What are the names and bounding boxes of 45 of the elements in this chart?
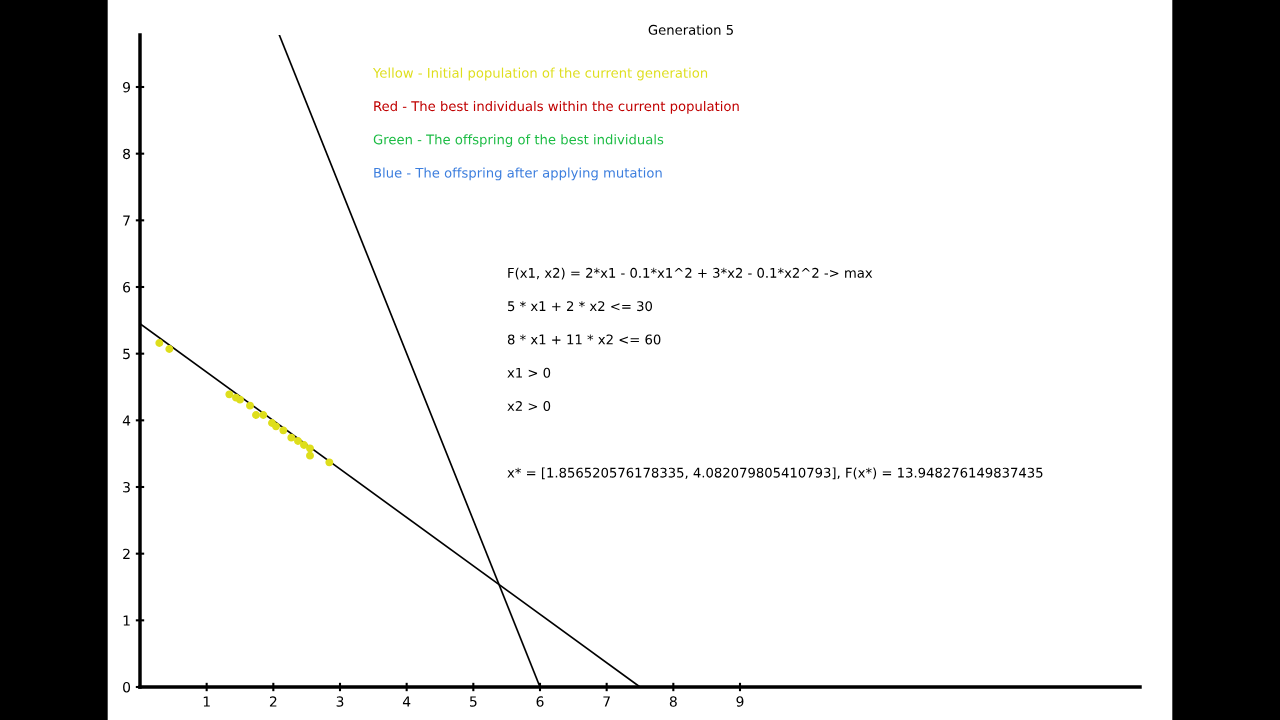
y-tick-label: 0 [123, 681, 131, 693]
point [225, 390, 234, 399]
y-tick-label: 4 [122, 415, 131, 426]
annotation: 5 * x1 + 2 * x2 <= 30 [508, 301, 653, 312]
point [294, 437, 302, 445]
point [306, 444, 314, 453]
point [306, 451, 314, 460]
legend-label: Green - The offspring of the best individuals [373, 134, 664, 147]
point [246, 401, 254, 410]
annotation: x2 > 0 [507, 401, 551, 412]
text: Yellow - Initial population of the current generation [372, 67, 708, 81]
point [272, 422, 280, 431]
x-tick-label: 4 [402, 696, 411, 707]
x-tick-label: 7 [603, 696, 610, 707]
point [287, 433, 296, 442]
point [252, 411, 260, 419]
legend-label: Red - The best individuals within the current population [374, 100, 739, 114]
x-tick-label: 5 [469, 696, 477, 707]
x-tick-label: 9 [736, 696, 744, 707]
point [300, 441, 308, 449]
y-tick-label: 3 [123, 481, 130, 493]
point [259, 411, 268, 419]
y-tick-label: 8 [123, 148, 131, 160]
y-tick-label: 2 [123, 548, 130, 559]
x-tick-label: 6 [536, 696, 544, 707]
x-tick-label: 1 [203, 696, 210, 707]
y-tick-label: 5 [123, 348, 130, 360]
annotation: F(x1, x2) = 2*x1 - 0.1*x1^2 + 3*x2 - 0.1*x2^2 -> max [508, 267, 873, 280]
point [236, 395, 244, 404]
annotation: x* = [1.856520576178335, 4.082079805410793], F(x*) = 13.948276149837435 [507, 467, 1043, 480]
y-tick-label: 6 [123, 281, 131, 293]
annotation: x1 > 0 [507, 367, 551, 378]
point [279, 426, 288, 435]
chart-title: Generation 5 [648, 24, 733, 35]
x-tick-label: 3 [336, 696, 344, 707]
y-tick-label: 9 [123, 81, 130, 93]
y-tick-label: 1 [123, 615, 130, 626]
x-tick-label: 2 [269, 696, 277, 707]
annotation: 8 * x1 + 11 * x2 <= 60 [507, 334, 661, 345]
y-tick-label: 7 [123, 215, 130, 226]
point [165, 345, 174, 353]
point [325, 458, 334, 467]
legend-label: Blue - The offspring after applying mutation [374, 167, 662, 181]
x-tick-label: 8 [669, 696, 677, 707]
point [155, 339, 164, 347]
